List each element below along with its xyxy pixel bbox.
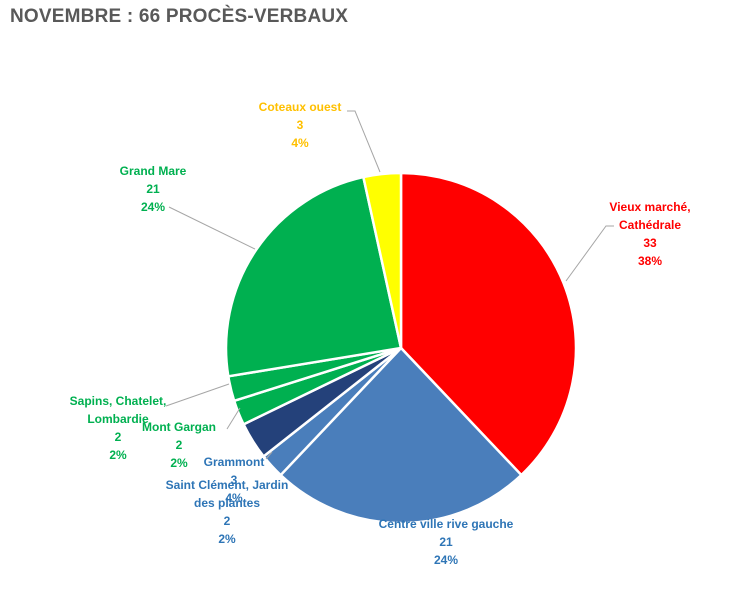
leader-line-1 [565,225,614,282]
leader-line-8 [347,110,381,173]
leader-line-5 [226,407,241,430]
data-label-4: Grammont 3 4% [204,455,265,505]
data-label-3: Saint Clément, Jardin des plantes 2 2% [166,478,289,546]
leader-line-4 [265,451,273,460]
data-label-2: Centre ville rive gauche 21 24% [379,517,514,567]
leader-line-7 [168,206,256,250]
data-label-1: Vieux marché, Cathédrale 33 38% [609,200,690,268]
data-label-5: Mont Gargan 2 2% [142,420,216,470]
data-label-6: Sapins, Chatelet, Lombardie 2 2% [70,394,167,462]
pie-slice-7 [224,175,403,378]
pie-slice-8 [362,171,403,350]
leader-line-6 [165,383,230,407]
pie-slice-1 [399,171,578,477]
data-label-7: Grand Mare 21 24% [120,164,187,214]
chart-title: NOVEMBRE : 66 PROCÈS-VERBAUX [10,6,349,27]
data-label-8: Coteaux ouest 3 4% [259,100,342,150]
pie-slice-2 [279,346,523,525]
